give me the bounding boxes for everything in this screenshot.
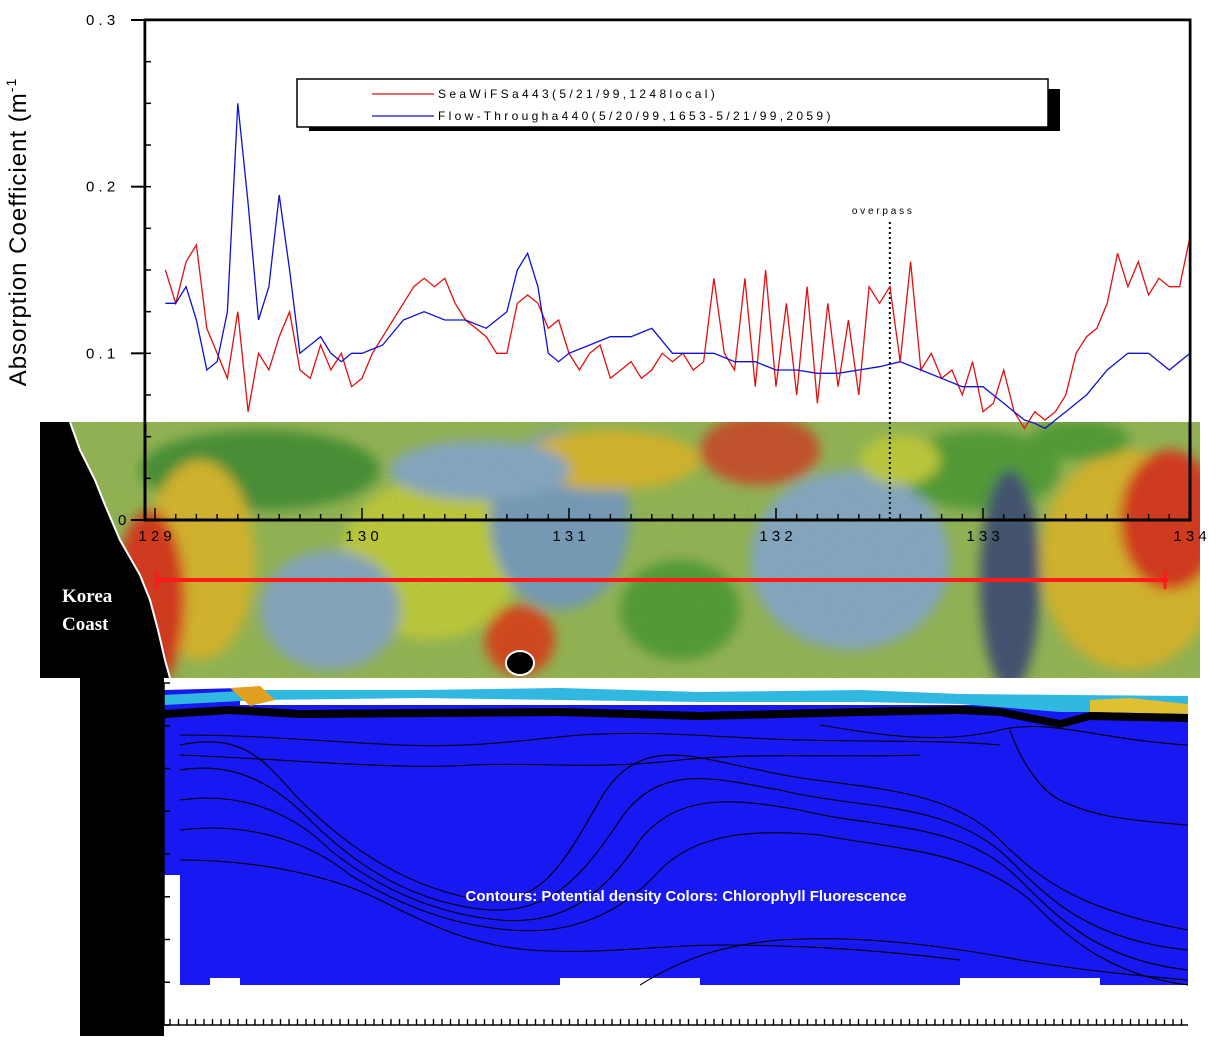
- y-tick-label: 0 . 2: [86, 179, 115, 196]
- depth-tick-label: 150: [125, 802, 154, 823]
- x-tick-label: 1 3 3: [966, 528, 999, 545]
- legend-label-seawifs: S e a W i F S a 4 4 3 ( 5 / 2 1 / 9 9 , …: [438, 87, 715, 101]
- depth-tick-label: 200: [125, 845, 154, 866]
- depth-y-axis-ticks: 0 50 100 150 200 250 300 350 400: [125, 674, 170, 1037]
- density-contours: [179, 724, 1189, 986]
- y-tick-label: 0 . 1: [86, 345, 115, 362]
- x-tick-label: 1 3 2: [759, 528, 792, 545]
- depth-tick-label: 100: [125, 760, 154, 781]
- depth-tick-label: 0: [144, 674, 154, 695]
- satellite-map: [40, 422, 1200, 678]
- depth-tick-label: 350: [125, 973, 154, 994]
- depth-axis-label: Depth (m): [87, 789, 109, 872]
- plot-frame: [143, 18, 1192, 522]
- y-tick-label: 0 . 3: [86, 12, 115, 29]
- y-axis-ticks: 0 0 . 1 0 . 2 0 . 3: [86, 12, 151, 529]
- y-axis-label: Absorption Coefficient (m-1: [3, 78, 32, 386]
- depth-tick-label: 50: [134, 717, 153, 738]
- legend-label-flowthrough: F l o w - T h r o u g h a 4 4 0 ( 5 / 2 …: [438, 109, 830, 123]
- series-line-seawifs: [164, 236, 1190, 430]
- map-label-coast: Coast: [62, 614, 109, 635]
- depth-tick-label: 400: [125, 1016, 154, 1036]
- depth-x-axis-ticks: [164, 1019, 1188, 1026]
- depth-tick-label: 250: [125, 888, 154, 909]
- y-tick-label: 0: [118, 512, 126, 529]
- depth-section-panel: 0 50 100 150 200 250 300 350 400 Depth (m) Conto…: [0, 674, 1221, 1037]
- x-tick-label: 1 3 4: [1173, 528, 1206, 545]
- legend: S e a W i F S a 4 4 3 ( 5 / 2 1 / 9 9 , …: [296, 78, 1060, 131]
- map-label-korea: Korea: [62, 586, 113, 607]
- absorption-line-chart: 0 0 . 1 0 . 2 0 . 3 1 2 9 1 3 0 1 3 1 1 3 2 1 3…: [3, 12, 1207, 545]
- depth-tick-label: 300: [125, 931, 154, 952]
- series-line-flowthrough: [165, 103, 1190, 430]
- depth-section-caption: Contours: Potential density Colors: Chlo…: [466, 888, 907, 905]
- x-axis-ticks: 1 2 9 1 3 0 1 3 1 1 3 2 1 3 3 1 3 4: [138, 508, 1207, 545]
- x-tick-label: 1 3 0: [345, 528, 378, 545]
- overpass-label: o v e r p a s s: [852, 206, 912, 217]
- x-tick-label: 1 2 9: [138, 528, 171, 545]
- x-tick-label: 1 3 1: [552, 528, 585, 545]
